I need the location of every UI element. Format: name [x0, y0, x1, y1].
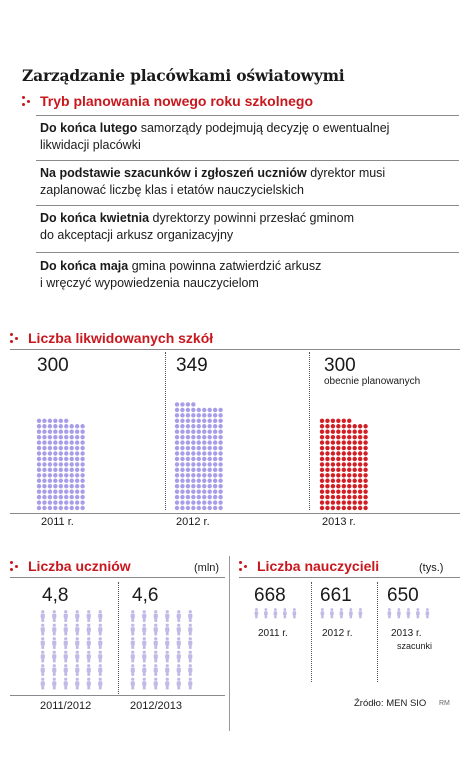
step-text: dyrektor musi	[306, 166, 386, 180]
schools-bar-0	[36, 418, 85, 511]
schools-year-2013: 2013 r.	[322, 516, 356, 528]
students-figures-2	[130, 610, 193, 690]
students-year-2: 2012/2013	[130, 700, 182, 712]
schools-value-2013: 300	[324, 355, 356, 376]
teachers-heading: Liczba nauczycieli	[239, 558, 379, 574]
step-text-line2: do akceptacji arkusz organizacyjny	[40, 228, 234, 242]
schools-value-2011: 300	[37, 355, 69, 376]
planning-step: Do końca maja gmina powinna zatwierdzić …	[40, 258, 460, 292]
teachers-figures-2011	[254, 608, 297, 619]
step-text: samorządy podejmują decyzję o ewentualne…	[137, 121, 390, 135]
axis-line	[10, 695, 225, 696]
planning-step: Do końca kwietnia dyrektorzy powinni prz…	[40, 210, 460, 244]
triple-dot-marker-icon	[10, 559, 20, 573]
divider	[10, 349, 460, 350]
schools-heading-text: Liczba likwidowanych szkół	[28, 330, 214, 346]
teachers-year-2011: 2011 r.	[258, 628, 288, 639]
teachers-figures-2013	[387, 608, 430, 619]
axis-line	[10, 513, 460, 514]
students-value-1: 4,8	[42, 585, 69, 606]
author-initials: RM	[439, 700, 450, 707]
planning-step: Do końca lutego samorządy podejmują decy…	[40, 120, 460, 154]
divider	[36, 160, 459, 161]
column-separator	[377, 582, 378, 682]
step-deadline: Na podstawie szacunków i zgłoszeń ucznió…	[40, 166, 307, 180]
triple-dot-marker-icon	[22, 94, 32, 108]
step-deadline: Do końca kwietnia	[40, 211, 150, 225]
step-deadline: Do końca lutego	[40, 121, 138, 135]
schools-year-2011: 2011 r.	[41, 516, 74, 528]
step-text-line2: zaplanować liczbę klas i etatów nauczyci…	[40, 183, 305, 197]
triple-dot-marker-icon	[10, 331, 20, 345]
schools-bar-2	[319, 418, 368, 511]
schools-value-2012: 349	[176, 355, 208, 376]
column-separator	[118, 582, 119, 694]
section-separator	[229, 556, 230, 731]
teachers-year-2013: 2013 r.	[391, 628, 422, 639]
schools-planned-note: obecnie planowanych	[324, 376, 421, 387]
teachers-value-2011: 668	[254, 585, 286, 606]
triple-dot-marker-icon	[239, 559, 249, 573]
divider	[36, 115, 459, 116]
schools-year-2012: 2012 r.	[176, 516, 210, 528]
planning-heading: Tryb planowania nowego roku szkolnego	[22, 93, 313, 109]
students-figures-1	[40, 610, 103, 690]
teachers-estimate-note: szacunki	[397, 641, 433, 651]
schools-heading: Liczba likwidowanych szkół	[10, 330, 213, 346]
source-note: Źródło: MEN SIO	[354, 698, 427, 709]
column-separator	[309, 352, 310, 510]
students-unit: (mln)	[194, 562, 220, 574]
step-text: dyrektorzy powinni przesłać gminom	[149, 211, 355, 225]
teachers-year-2012: 2012 r.	[322, 628, 353, 639]
teachers-value-2013: 650	[387, 585, 419, 606]
teachers-unit: (tys.)	[419, 562, 444, 574]
infographic-title: Zarządzanie placówkami oświatowymi	[22, 66, 345, 85]
students-heading: Liczba uczniów	[10, 558, 131, 574]
divider	[36, 252, 459, 253]
schools-bar-1	[174, 402, 223, 511]
students-heading-text: Liczba uczniów	[28, 558, 131, 574]
column-separator	[311, 582, 312, 682]
divider	[239, 577, 460, 578]
students-year-1: 2011/2012	[40, 700, 92, 712]
step-deadline: Do końca maja	[40, 259, 129, 273]
step-text: gmina powinna zatwierdzić arkusz	[128, 259, 322, 273]
planning-step: Na podstawie szacunków i zgłoszeń ucznió…	[40, 165, 460, 199]
planning-heading-text: Tryb planowania nowego roku szkolnego	[40, 93, 314, 109]
teachers-value-2012: 661	[320, 585, 352, 606]
divider	[36, 205, 459, 206]
teachers-figures-2012	[320, 608, 363, 619]
step-text-line2: i wręczyć wypowiedzenia nauczycielom	[40, 276, 259, 290]
divider	[10, 577, 225, 578]
column-separator	[165, 352, 166, 510]
teachers-heading-text: Liczba nauczycieli	[257, 558, 380, 574]
step-text-line2: likwidacji placówki	[40, 138, 141, 152]
students-value-2: 4,6	[132, 585, 159, 606]
